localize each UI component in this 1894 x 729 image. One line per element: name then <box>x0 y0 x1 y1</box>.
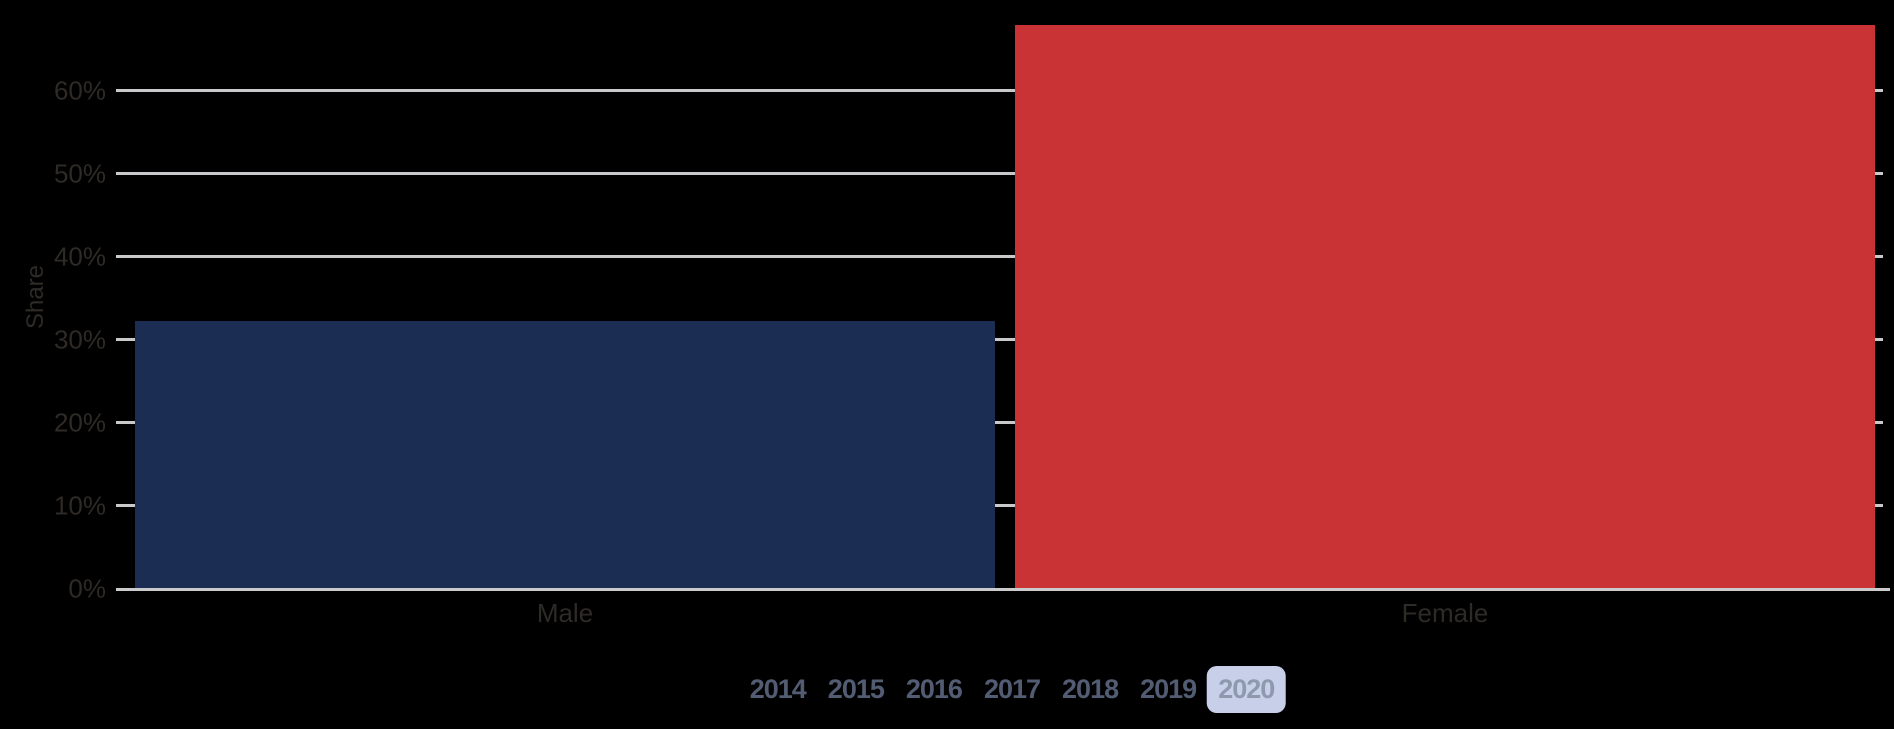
gridline <box>116 89 1883 92</box>
year-button-2020[interactable]: 2020 <box>1207 666 1286 713</box>
y-tick-label: 10% <box>53 490 106 521</box>
year-button-2016[interactable]: 2016 <box>905 674 963 704</box>
y-tick-label: 50% <box>53 158 106 189</box>
year-selector: 2014 2015 2016 2017 2018 2019 2020 <box>739 666 1286 713</box>
x-category-label: Female <box>1401 598 1489 628</box>
gridline <box>116 338 1883 341</box>
gridline <box>116 504 1883 507</box>
year-button-2017[interactable]: 2017 <box>983 674 1041 704</box>
gridline <box>116 172 1883 175</box>
year-button-2014[interactable]: 2014 <box>749 674 807 704</box>
y-tick-label: 20% <box>53 407 106 438</box>
y-axis-title: Share <box>22 264 49 330</box>
gridline <box>116 421 1883 424</box>
bar-female[interactable] <box>1015 25 1875 588</box>
y-tick-label: 40% <box>53 241 106 272</box>
x-category-label: Male <box>536 598 594 628</box>
year-button-2019[interactable]: 2019 <box>1140 674 1197 704</box>
bar-male[interactable] <box>135 321 995 588</box>
gridline <box>116 255 1883 258</box>
x-axis-line <box>116 588 1890 591</box>
year-button-2018[interactable]: 2018 <box>1062 674 1119 704</box>
y-tick-label: 0% <box>68 573 106 604</box>
y-tick-label: 60% <box>53 75 106 106</box>
y-tick-label: 30% <box>53 324 106 355</box>
year-button-2015[interactable]: 2015 <box>827 674 885 704</box>
